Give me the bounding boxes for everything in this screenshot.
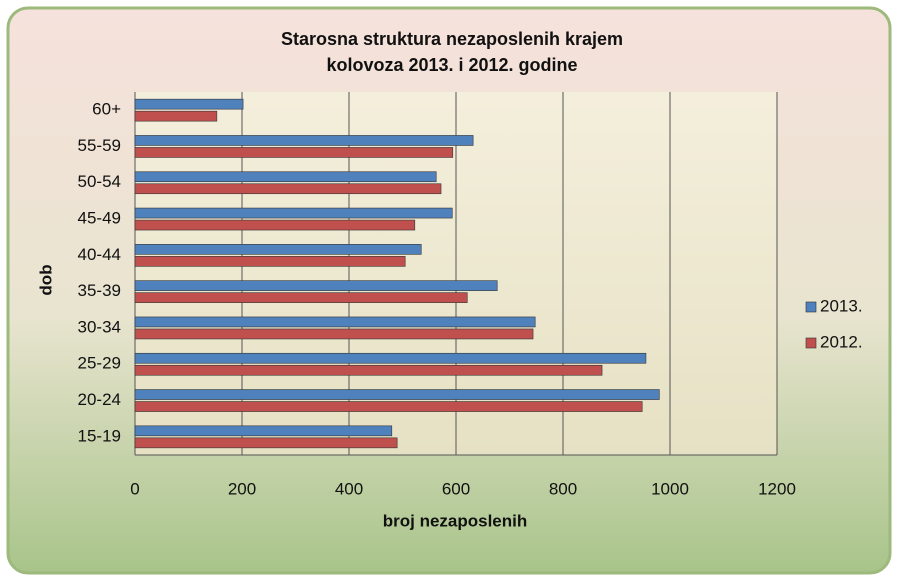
- bar: [134, 171, 437, 183]
- bar: [134, 352, 647, 364]
- y-tick-label: 35-39: [78, 281, 121, 300]
- y-tick-label: 25-29: [78, 354, 121, 373]
- bar: [134, 183, 442, 195]
- x-tick-label: 400: [335, 479, 363, 498]
- y-tick-label: 15-19: [78, 426, 121, 445]
- x-tick-label: 1200: [758, 479, 796, 498]
- bar: [134, 256, 406, 267]
- y-tick-label: 40-44: [78, 245, 121, 264]
- bar: [134, 437, 398, 449]
- bar: [134, 328, 534, 340]
- x-axis-title: broj nezaposlenih: [383, 511, 528, 530]
- y-tick-label: 20-24: [78, 390, 121, 409]
- bar: [134, 98, 244, 110]
- y-tick-label: 50-54: [78, 172, 121, 191]
- legend-label: 2013.: [820, 296, 863, 315]
- bar: [134, 316, 536, 328]
- bar: [134, 135, 474, 146]
- bar: [134, 219, 416, 231]
- chart-title: kolovoza 2013. i 2012. godine: [326, 55, 577, 75]
- x-tick-label: 800: [549, 479, 577, 498]
- legend-label: 2012.: [820, 332, 863, 351]
- bar: [134, 280, 498, 291]
- y-tick-label: 30-34: [78, 317, 121, 336]
- legend-marker: [805, 337, 817, 349]
- y-tick-label: 60+: [92, 100, 121, 119]
- bar: [134, 207, 453, 219]
- y-axis-title: dob: [36, 264, 55, 295]
- bar: [134, 401, 643, 412]
- x-tick-label: 600: [442, 479, 470, 498]
- x-tick-label: 0: [130, 479, 139, 498]
- bar: [134, 364, 603, 376]
- bar: [134, 147, 454, 158]
- x-tick-label: 200: [228, 479, 256, 498]
- y-tick-label: 45-49: [78, 209, 121, 228]
- chart-title: Starosna struktura nezaposlenih krajem: [281, 29, 623, 49]
- bar: [134, 389, 660, 400]
- x-tick-label: 1000: [651, 479, 689, 498]
- bar: [134, 244, 422, 255]
- bar: [134, 110, 218, 122]
- bar: [134, 425, 393, 437]
- bar: [134, 292, 468, 303]
- y-tick-label: 55-59: [78, 136, 121, 155]
- legend-marker: [805, 301, 817, 313]
